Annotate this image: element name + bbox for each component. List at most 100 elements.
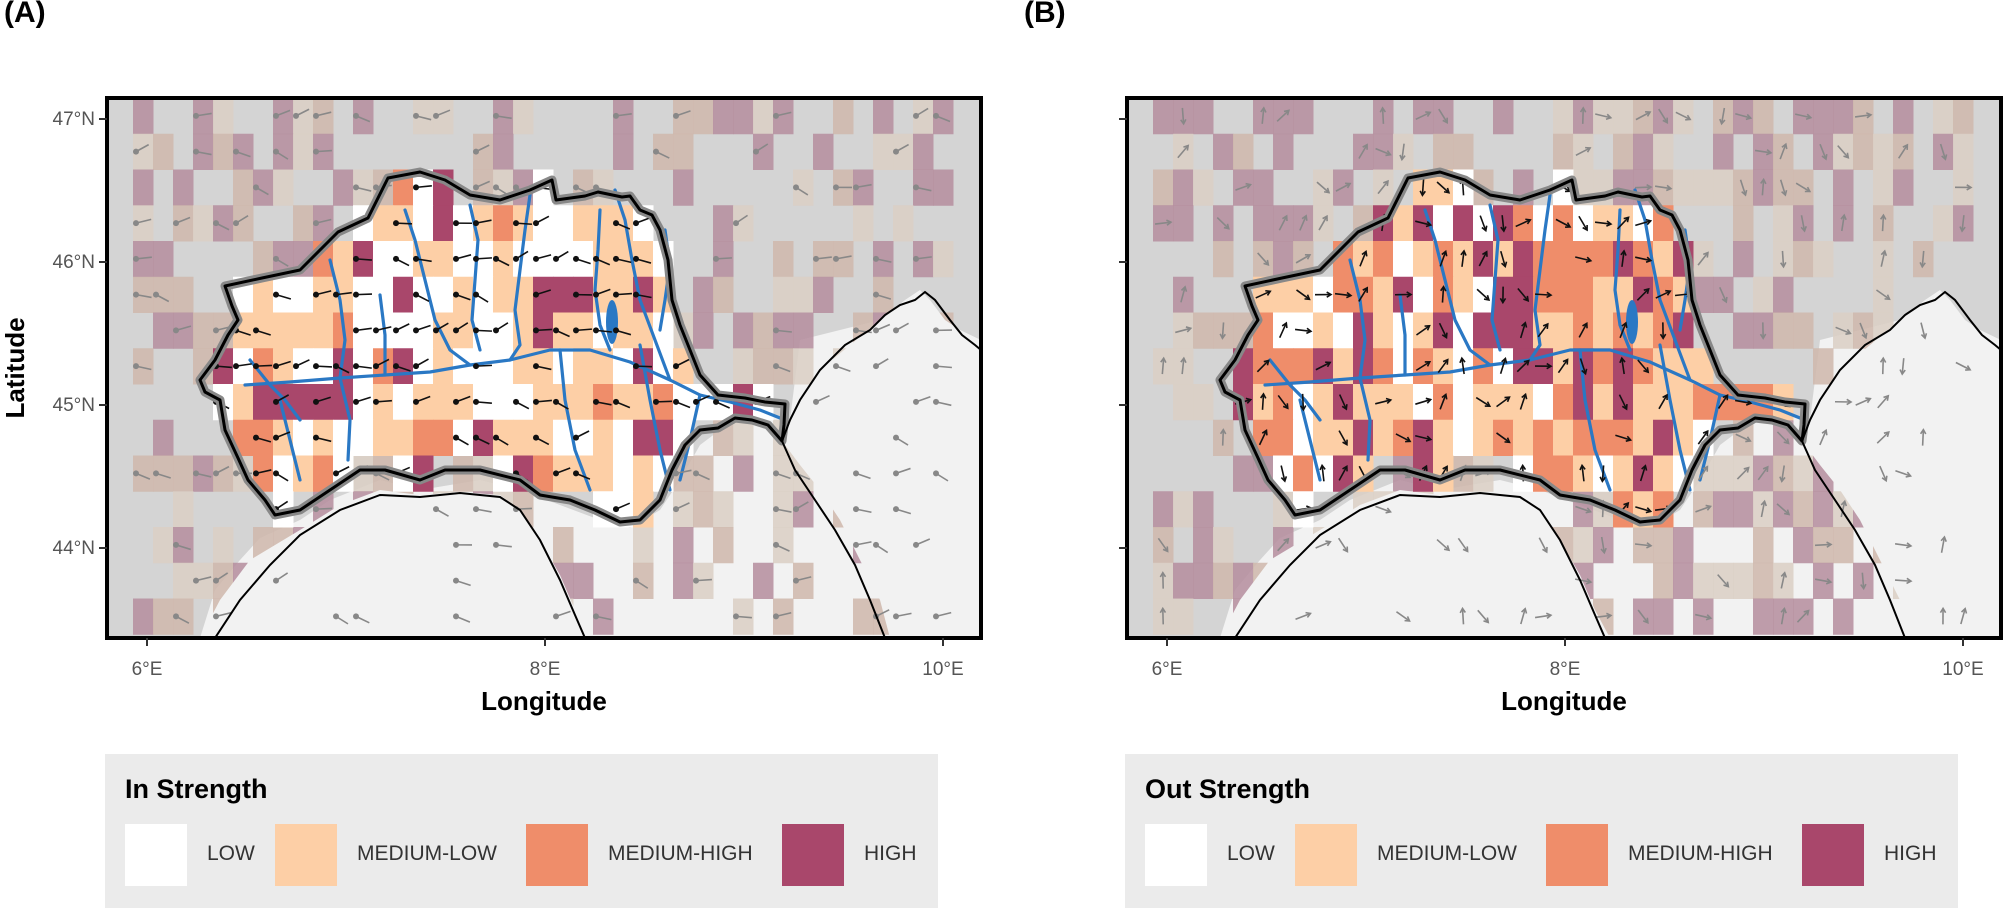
- grid-cell: [293, 455, 314, 492]
- in-strength-dot: [553, 613, 559, 620]
- out-strength-arrow: [1318, 215, 1328, 231]
- out-strength-arrowhead: [1884, 294, 1891, 301]
- river: [638, 343, 672, 492]
- out-strength-arrowhead: [1783, 438, 1790, 445]
- grid-cell: [1833, 527, 1854, 564]
- grid-cell: [533, 419, 554, 456]
- in-strength-dot: [253, 434, 259, 441]
- y-axis-title: Latitude: [0, 317, 30, 418]
- grid-cell: [493, 348, 514, 385]
- in-strength-dot: [833, 255, 839, 262]
- out-strength-arrowhead: [1621, 403, 1628, 411]
- out-strength-arrowhead: [1585, 507, 1593, 514]
- river: [1423, 208, 1492, 367]
- grid-cell: [1193, 98, 1214, 135]
- grid-cell: [1333, 312, 1354, 349]
- grid-cell: [273, 455, 294, 492]
- in-strength-dot: [313, 398, 319, 405]
- grid-cell: [1453, 312, 1474, 349]
- out-strength-arrow: [1754, 149, 1772, 154]
- in-strength-dot: [333, 363, 339, 370]
- grid-cell: [333, 169, 354, 206]
- grid-cell: [413, 205, 434, 242]
- grid-cell: [233, 169, 254, 206]
- grid-cell: [433, 241, 454, 278]
- grid-cell: [233, 419, 254, 456]
- grid-cell: [313, 205, 334, 242]
- out-strength-arrow: [1697, 252, 1709, 266]
- grid-cell: [1253, 205, 1274, 242]
- grid-cell: [173, 562, 194, 599]
- out-strength-arrowhead: [1425, 435, 1433, 442]
- grid-cell: [1453, 133, 1474, 170]
- grid-cell: [713, 98, 734, 135]
- out-strength-arrow: [1760, 501, 1766, 518]
- out-strength-arrowhead: [1546, 362, 1553, 370]
- grid-cell: [133, 241, 154, 278]
- in-strength-dot: [273, 255, 279, 262]
- in-strength-dot: [253, 327, 259, 334]
- legend-swatch-high: [1802, 824, 1864, 886]
- legend-label-high: HIGH: [864, 842, 917, 865]
- legend-swatch-medium-high: [526, 824, 588, 886]
- out-strength-arrow: [1575, 505, 1591, 513]
- out-strength-arrowhead: [1166, 219, 1173, 226]
- grid-cell: [353, 98, 374, 135]
- out-strength-arrowhead: [1562, 358, 1569, 365]
- out-strength-arrow: [1634, 186, 1652, 189]
- out-strength-arrowhead: [1424, 361, 1432, 367]
- in-strength-dot: [533, 398, 539, 405]
- grid-cell: [493, 98, 514, 135]
- out-strength-arrowhead: [1500, 226, 1507, 233]
- grid-cell: [693, 276, 714, 313]
- out-strength-arrowhead: [1180, 285, 1188, 292]
- in-strength-dot: [453, 291, 459, 298]
- river: [1348, 258, 1367, 380]
- grid-cell: [1273, 241, 1294, 278]
- out-strength-arrowhead: [1846, 398, 1853, 406]
- in-strength-dot: [573, 291, 579, 298]
- grid-cell: [1213, 527, 1234, 564]
- out-strength-arrow: [1520, 608, 1526, 625]
- in-strength-dot: [233, 220, 239, 227]
- out-strength-arrowhead: [1283, 537, 1290, 544]
- out-strength-arrow: [1496, 396, 1510, 408]
- grid-cell: [713, 276, 734, 313]
- in-strength-dot: [473, 363, 479, 370]
- grid-cell: [333, 276, 354, 313]
- out-strength-arrowhead: [1865, 397, 1872, 404]
- legend-label-high: HIGH: [1884, 842, 1937, 865]
- in-strength-dot: [773, 613, 779, 620]
- out-strength-arrowhead: [1245, 397, 1253, 404]
- grid-cell: [673, 491, 694, 528]
- in-strength-dot: [533, 255, 539, 262]
- in-strength-dot: [513, 398, 519, 405]
- grid-cell: [573, 384, 594, 421]
- out-strength-arrow: [1901, 358, 1905, 375]
- in-strength-dot: [613, 112, 619, 119]
- out-strength-arrow: [1895, 470, 1911, 477]
- out-strength-arrow: [1940, 536, 1946, 553]
- grid-cell: [833, 98, 854, 135]
- in-strength-dot: [493, 112, 499, 119]
- out-strength-arrowhead: [1723, 581, 1730, 588]
- out-strength-arrow: [1600, 536, 1606, 553]
- grid-cell: [153, 455, 174, 492]
- out-strength-arrow: [1876, 431, 1890, 444]
- out-strength-arrowhead: [1280, 476, 1288, 483]
- out-strength-arrow: [1335, 182, 1351, 192]
- grid-cell: [1933, 205, 1954, 242]
- in-strength-dot: [453, 577, 459, 584]
- out-strength-arrowhead: [1920, 333, 1928, 340]
- out-strength-arrow: [1221, 429, 1225, 446]
- legend-label-medium-low: MEDIUM-LOW: [1377, 842, 1517, 865]
- in-strength-dot: [813, 398, 819, 405]
- grid-cell: [613, 384, 634, 421]
- grid-cell: [413, 419, 434, 456]
- out-strength-arrowhead: [1623, 501, 1630, 509]
- grid-cell: [1753, 276, 1774, 313]
- out-strength-arrowhead: [1442, 117, 1449, 125]
- in-strength-dot: [273, 577, 279, 584]
- grid-cell: [1353, 348, 1374, 385]
- grid-cell: [313, 384, 334, 421]
